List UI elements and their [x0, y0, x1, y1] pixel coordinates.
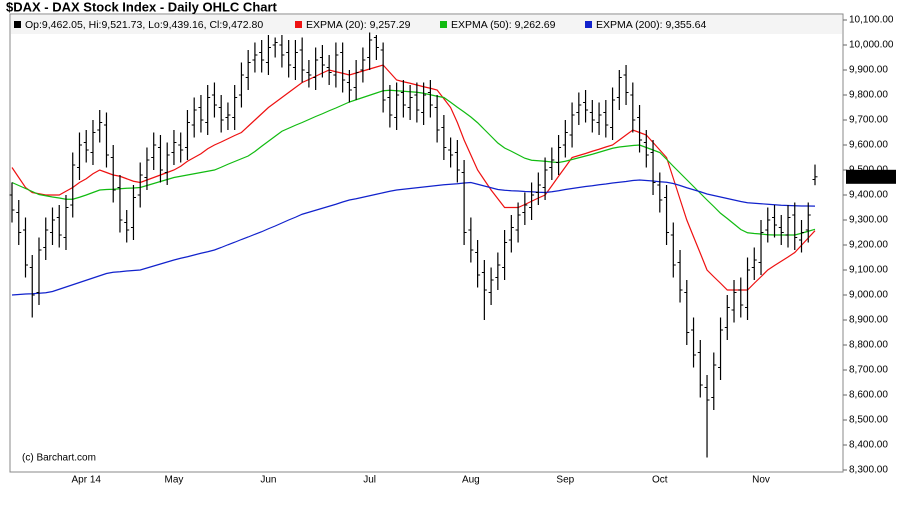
x-tick-label: May	[164, 475, 183, 486]
x-tick-label: Jun	[260, 475, 276, 486]
legend-label: EXPMA (20): 9,257.29	[306, 19, 411, 31]
x-tick-label: Nov	[752, 475, 770, 486]
y-tick-label: 8,400.00	[849, 440, 888, 451]
y-tick-label: 8,600.00	[849, 390, 888, 401]
x-tick-label: Oct	[652, 475, 668, 486]
legend-label: EXPMA (50): 9,262.69	[451, 19, 556, 31]
y-tick-label: 9,400.00	[849, 190, 888, 201]
legend-swatch	[585, 21, 592, 28]
chart-title: $DAX - DAX Stock Index - Daily OHLC Char…	[6, 0, 278, 14]
y-tick-label: 9,800.00	[849, 90, 888, 101]
expma-line	[11, 64, 816, 291]
expma-line	[11, 179, 816, 296]
x-tick-label: Apr 14	[71, 475, 101, 486]
y-tick-label: 8,900.00	[849, 315, 888, 326]
credit: (c) Barchart.com	[22, 453, 96, 464]
last-price-box	[846, 169, 896, 184]
y-tick-label: 9,000.00	[849, 290, 888, 301]
x-tick-label: Sep	[556, 475, 574, 486]
y-tick-label: 9,700.00	[849, 115, 888, 126]
y-tick-label: 8,800.00	[849, 340, 888, 351]
y-tick-label: 9,300.00	[849, 215, 888, 226]
y-tick-label: 8,700.00	[849, 365, 888, 376]
legend-ohlc: Op:9,462.05, Hi:9,521.73, Lo:9,439.16, C…	[25, 19, 263, 31]
legend-swatch	[14, 21, 21, 28]
y-tick-label: 8,300.00	[849, 465, 888, 476]
y-tick-label: 9,600.00	[849, 140, 888, 151]
x-tick-label: Jul	[363, 475, 376, 486]
legend-label: EXPMA (200): 9,355.64	[596, 19, 706, 31]
legend-swatch	[440, 21, 447, 28]
y-tick-label: 9,900.00	[849, 65, 888, 76]
legend-swatch	[295, 21, 302, 28]
legend-band	[11, 15, 842, 34]
plot-frame	[9, 13, 844, 473]
x-tick-label: Aug	[462, 475, 480, 486]
y-tick-label: 10,100.00	[849, 15, 894, 26]
y-tick-label: 10,000.00	[849, 40, 894, 51]
y-tick-label: 9,100.00	[849, 265, 888, 276]
expma-line	[11, 89, 816, 236]
y-tick-label: 9,200.00	[849, 240, 888, 251]
y-tick-label: 8,500.00	[849, 415, 888, 426]
last-price-label: 9,472.80	[849, 171, 888, 182]
